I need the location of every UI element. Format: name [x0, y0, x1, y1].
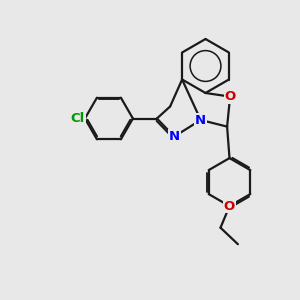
Text: O: O — [224, 200, 235, 213]
Text: N: N — [195, 113, 206, 127]
Text: O: O — [224, 90, 236, 103]
Text: N: N — [169, 130, 180, 143]
Text: Cl: Cl — [71, 112, 85, 125]
